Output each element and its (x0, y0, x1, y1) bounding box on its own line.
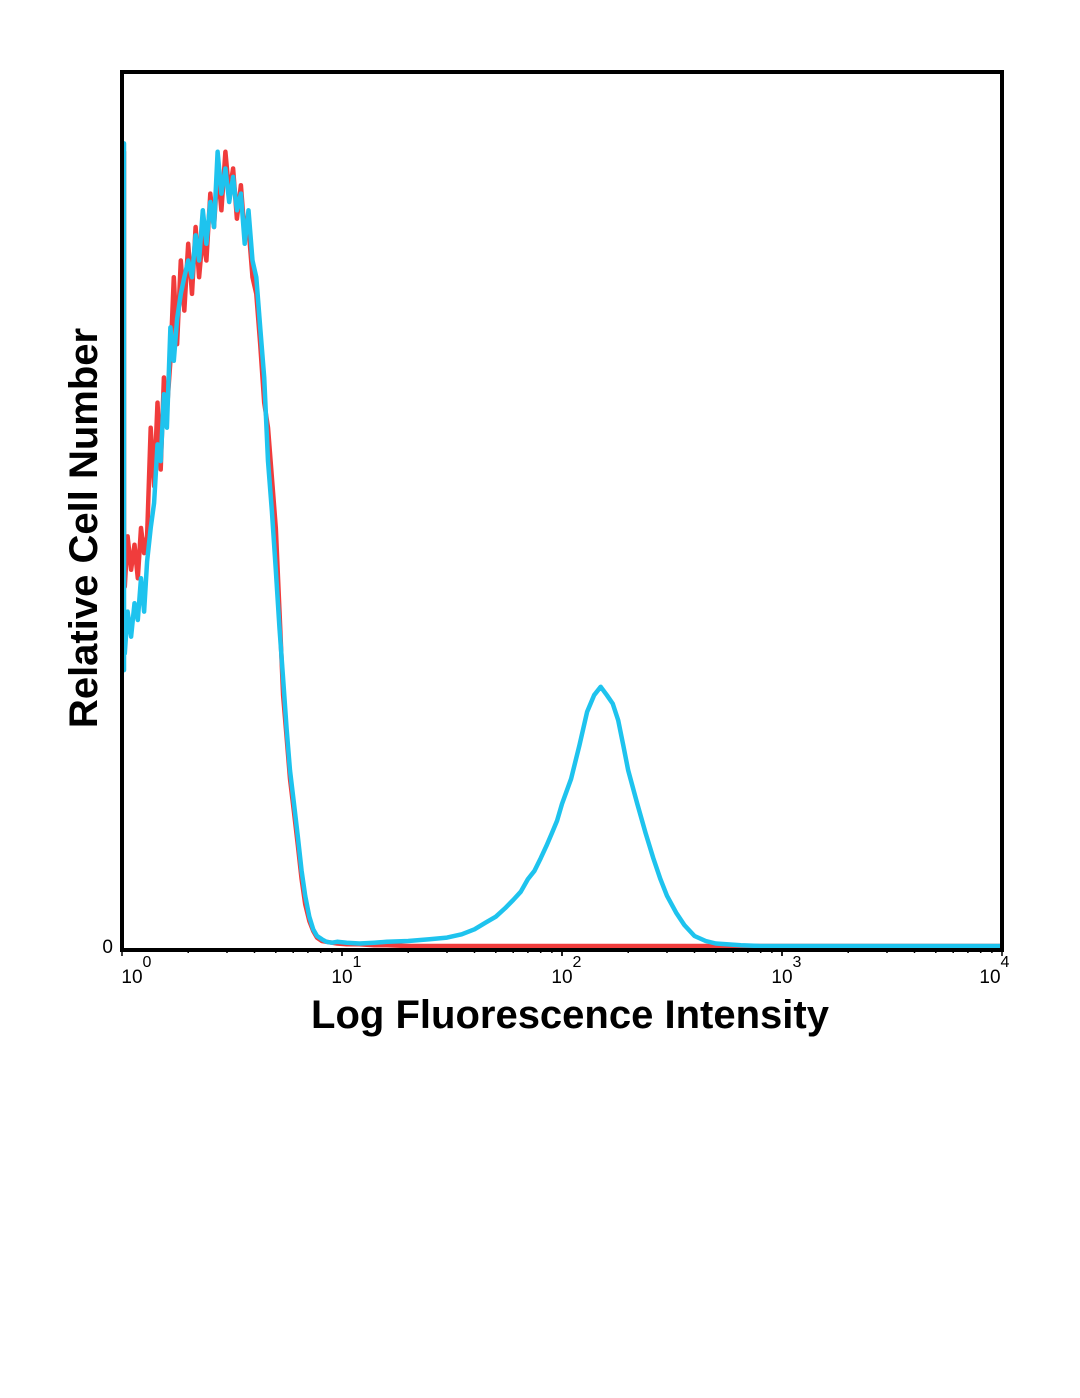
plot-frame (120, 70, 1004, 952)
x-tick-exponent: 3 (793, 954, 802, 971)
x-tick-label-100: 102 (551, 954, 581, 988)
x-tick-exponent: 2 (573, 954, 582, 971)
x-axis-title: Log Fluorescence Intensity (311, 993, 830, 1037)
x-tick-base: 10 (551, 967, 572, 988)
y-axis-ticks: 0 (102, 937, 113, 958)
x-tick-label-10000: 104 (979, 954, 1009, 988)
x-tick-base: 10 (771, 967, 792, 988)
x-tick-exponent: 1 (353, 954, 362, 971)
x-tick-base: 10 (979, 967, 1000, 988)
x-tick-base: 10 (121, 967, 142, 988)
x-tick-exponent: 0 (143, 954, 152, 971)
x-tick-base: 10 (331, 967, 352, 988)
plot-area (120, 70, 1004, 952)
y-axis-title: Relative Cell Number (62, 328, 106, 728)
x-tick-label-10: 101 (331, 954, 361, 988)
x-tick-label-1: 100 (121, 954, 151, 988)
x-tick-exponent: 4 (1001, 954, 1010, 971)
y-tick-label-0: 0 (102, 937, 113, 958)
x-tick-label-1000: 103 (771, 954, 801, 988)
series-layer (121, 141, 1003, 949)
series-line-sample (121, 141, 1003, 949)
